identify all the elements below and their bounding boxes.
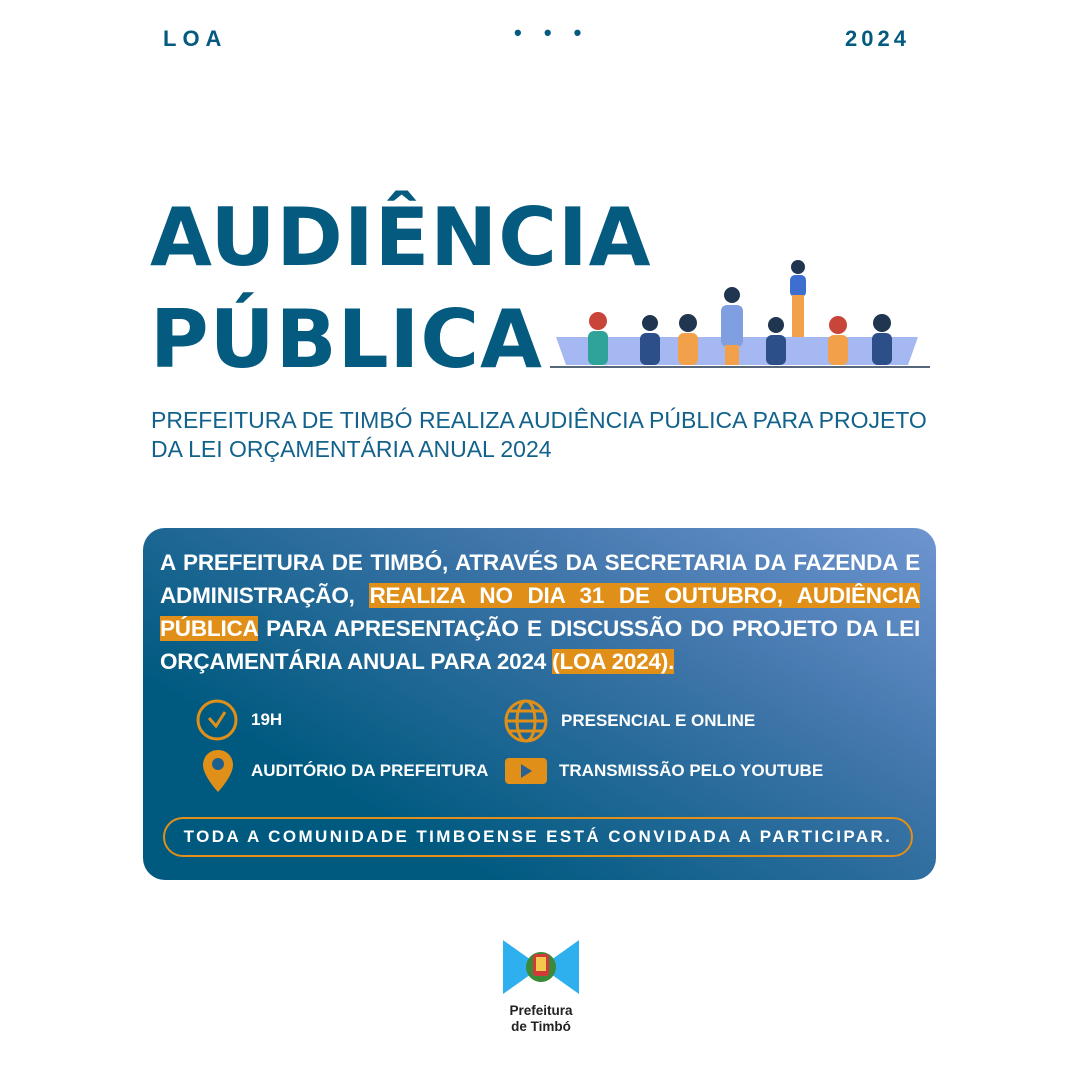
info-time: 19H (195, 698, 282, 742)
para-text-2: PARA APRESENTAÇÃO E DISCUSSÃO DO PROJETO… (160, 616, 920, 674)
info-label: 19H (251, 710, 283, 729)
info-label: TRANSMISSÃO PELO YOUTUBE (559, 761, 824, 780)
prefeitura-logo: Prefeitura de Timbó (503, 940, 579, 1035)
logo-line-1: Prefeitura (509, 1003, 573, 1018)
info-location: AUDITÓRIO DA PREFEITURA (201, 748, 488, 794)
info-label: AUDITÓRIO DA PREFEITURA (251, 761, 489, 780)
header-year: 2024 (845, 26, 910, 51)
para-highlight-2: (LOA 2024). (552, 649, 675, 674)
logo-line-2: de Timbó (511, 1019, 571, 1034)
info-card: A PREFEITURA DE TIMBÓ, ATRAVÉS DA SECRET… (143, 528, 936, 880)
info-stream: TRANSMISSÃO PELO YOUTUBE (505, 758, 823, 784)
header-dots: • • • (514, 20, 590, 45)
info-mode: PRESENCIAL E ONLINE (503, 698, 755, 744)
coat-of-arms-flag-icon (503, 940, 579, 994)
announcement-paragraph: A PREFEITURA DE TIMBÓ, ATRAVÉS DA SECRET… (160, 546, 920, 678)
location-pin-icon (203, 750, 233, 792)
subtitle: PREFEITURA DE TIMBÓ REALIZA AUDIÊNCIA PÚ… (151, 407, 927, 462)
globe-icon (504, 699, 548, 743)
invitation-banner: TODA A COMUNIDADE TIMBOENSE ESTÁ CONVIDA… (163, 817, 913, 857)
title-line-2: PÚBLICA (150, 293, 543, 386)
audience-illustration (550, 260, 930, 368)
info-label: PRESENCIAL E ONLINE (561, 711, 756, 730)
clock-icon (196, 699, 238, 741)
title-line-1: AUDIÊNCIA (150, 191, 652, 284)
header-loa: LOA (163, 26, 228, 51)
para-text-1: A PREFEITURA DE TIMBÓ, ATRAVÉS DA SECRET… (160, 550, 920, 608)
play-icon (505, 758, 547, 784)
